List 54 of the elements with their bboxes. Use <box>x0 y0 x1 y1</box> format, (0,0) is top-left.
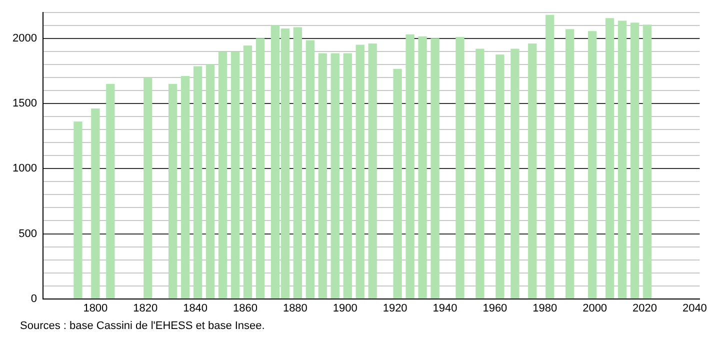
bar <box>368 43 377 299</box>
x-tick-label: 1980 <box>532 302 558 314</box>
x-tick-label: 1900 <box>332 302 358 314</box>
bar <box>588 31 597 299</box>
y-tick-label: 1500 <box>12 98 37 110</box>
x-tick-label: 1880 <box>282 302 308 314</box>
bar <box>256 38 265 299</box>
y-tick-label: 500 <box>18 228 37 240</box>
bar <box>630 22 640 299</box>
bar <box>476 48 484 299</box>
bar <box>243 45 252 299</box>
bar <box>193 66 202 299</box>
bar <box>144 77 152 299</box>
x-tick-label: 2020 <box>632 302 657 314</box>
x-tick-label: 1860 <box>233 302 258 314</box>
x-tick-label: 2000 <box>582 302 608 314</box>
bar <box>306 40 314 299</box>
bar <box>91 108 100 299</box>
x-tick-label: 2040 <box>682 302 707 314</box>
bar <box>293 27 302 299</box>
bar <box>418 36 427 299</box>
bar <box>230 52 240 299</box>
x-tick-label: 1840 <box>183 302 208 314</box>
bar <box>343 53 352 299</box>
bar <box>618 20 627 299</box>
source-note: Sources : base Cassini de l'EHESS et base Insee. <box>20 320 265 332</box>
x-tick-label: 1800 <box>83 302 108 314</box>
bar <box>510 48 520 299</box>
bar <box>206 64 215 299</box>
bar <box>642 24 652 299</box>
bar <box>106 84 115 299</box>
bar <box>74 122 82 299</box>
x-tick-label: 1920 <box>382 302 408 314</box>
bar <box>218 52 228 299</box>
bar <box>496 54 504 299</box>
bar <box>356 44 364 299</box>
bar <box>330 53 340 299</box>
x-tick-label: 1960 <box>482 302 508 314</box>
bar <box>456 36 464 299</box>
bar <box>605 18 614 299</box>
x-tick-label: 1820 <box>133 302 158 314</box>
bar <box>168 84 178 299</box>
y-tick-label: 2000 <box>12 32 37 45</box>
y-tick-label: 0 <box>30 292 37 305</box>
bar <box>406 34 414 299</box>
bar <box>528 43 537 299</box>
y-tick-label: 1000 <box>12 162 37 175</box>
bar <box>318 53 327 299</box>
bar <box>180 76 190 299</box>
bar <box>430 38 440 299</box>
x-tick-label: 1940 <box>432 302 458 314</box>
bar <box>393 68 402 299</box>
bar <box>566 29 574 299</box>
bar <box>546 14 554 299</box>
